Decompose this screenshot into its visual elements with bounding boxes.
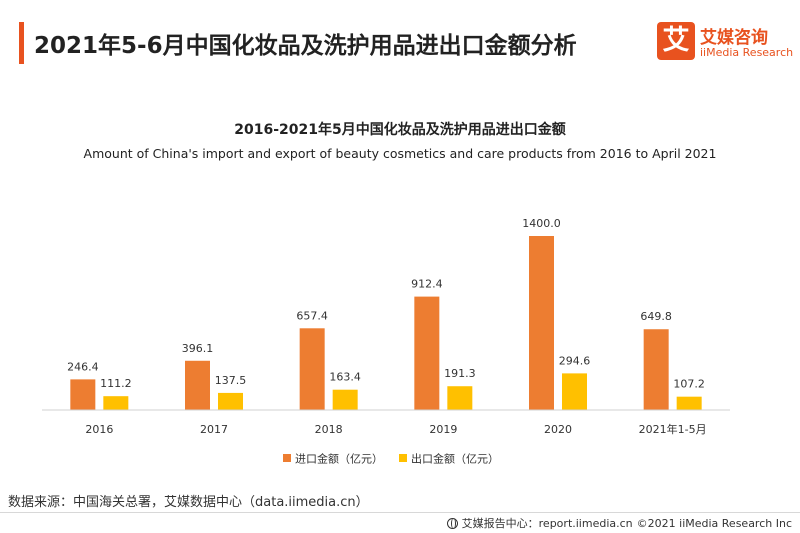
bar-export [332, 389, 358, 410]
footer-divider [0, 512, 800, 513]
data-label: 294.6 [559, 354, 591, 367]
bar-export [218, 392, 243, 410]
data-label: 137.5 [215, 374, 247, 387]
bar-import [414, 296, 440, 410]
data-source: 数据来源：中国海关总署，艾媒数据中心（data.iimedia.cn） [8, 495, 369, 510]
logo-name-cn: 艾媒咨询 [700, 28, 768, 48]
brand-logo: 艾 艾媒咨询 iiMedia Research [655, 22, 795, 64]
legend-label: 出口金额（亿元） [411, 452, 499, 466]
legend-label: 进口金额（亿元） [295, 452, 383, 466]
x-tick-label: 2021年1-5月 [639, 422, 707, 436]
data-label: 1400.0 [522, 217, 561, 230]
data-label: 396.1 [182, 342, 214, 355]
legend-swatch [283, 454, 291, 462]
x-tick-label: 2016 [85, 423, 113, 436]
bar-import [643, 329, 669, 410]
page-title: 2021年5-6月中国化妆品及洗护用品进出口金额分析 [34, 33, 577, 59]
logo-mark-text: 艾 [662, 25, 690, 56]
x-tick-label: 2017 [200, 423, 228, 436]
bar-export [447, 386, 473, 410]
bar-import [70, 379, 96, 410]
title-accent-bar [19, 22, 24, 64]
bar-import [185, 360, 210, 410]
data-label: 107.2 [673, 378, 705, 391]
data-label: 657.4 [296, 309, 328, 322]
footer-copyright: ©2021 iiMedia Research Inc [636, 516, 792, 530]
chart-title: 2016-2021年5月中国化妆品及洗护用品进出口金额 [234, 122, 566, 138]
bar-export [676, 396, 702, 410]
globe-icon [446, 517, 458, 529]
data-label: 912.4 [411, 278, 443, 291]
bar-import [299, 328, 325, 410]
x-tick-label: 2018 [315, 423, 343, 436]
bar-import [529, 236, 554, 410]
x-tick-label: 2019 [429, 423, 457, 436]
legend-swatch [399, 454, 407, 462]
bar-export [103, 396, 129, 410]
x-tick-label: 2020 [544, 423, 572, 436]
logo-mark-icon: 艾 [657, 22, 695, 60]
data-label: 111.2 [100, 377, 132, 390]
data-label: 246.4 [67, 360, 99, 373]
data-label: 163.4 [329, 371, 361, 384]
footer-report-center[interactable]: 艾媒报告中心：report.iimedia.cn [461, 517, 633, 530]
chart-subtitle: Amount of China's import and export of b… [83, 146, 717, 161]
data-label: 191.3 [444, 367, 476, 380]
bar-export [562, 373, 587, 410]
footer: 艾媒报告中心：report.iimedia.cn ©2021 iiMedia R… [446, 515, 792, 531]
data-label: 649.8 [640, 310, 672, 323]
logo-name-en: iiMedia Research [700, 46, 794, 59]
